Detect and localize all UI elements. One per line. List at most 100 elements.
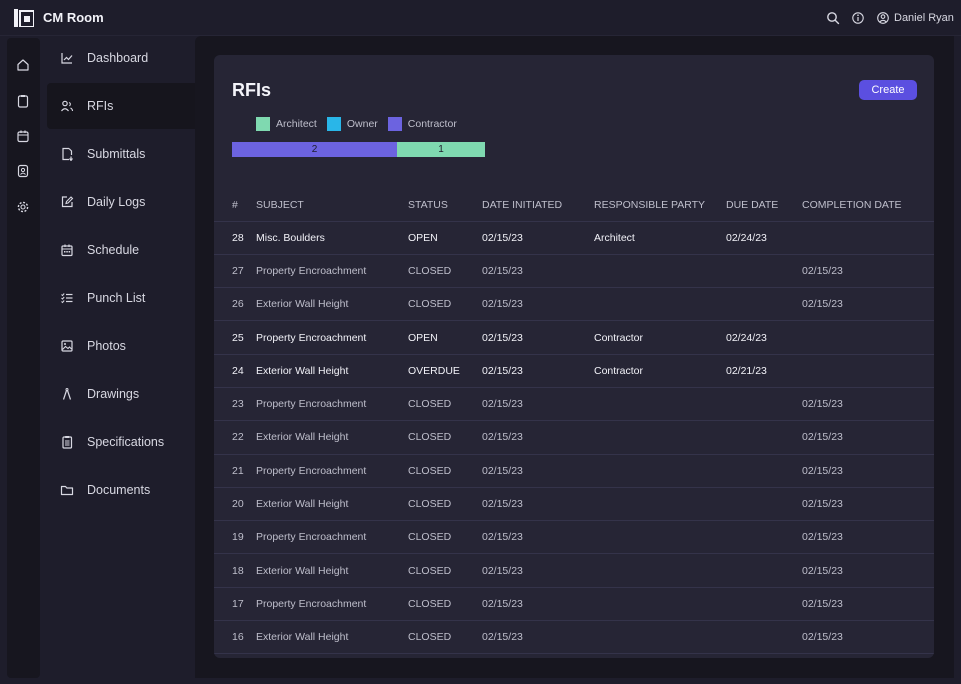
legend: Architect Owner Contractor xyxy=(256,117,467,131)
cell-number: 17 xyxy=(214,587,256,622)
home-icon[interactable] xyxy=(16,58,30,72)
cell-due-date xyxy=(726,287,802,322)
sidebar-item-label: Punch List xyxy=(87,291,146,305)
sidebar-item-submittals[interactable]: Submittals xyxy=(47,131,195,177)
compass-icon xyxy=(62,388,72,400)
cell-status: CLOSED xyxy=(408,387,482,422)
column-header-responsible-party[interactable]: RESPONSIBLE PARTY xyxy=(594,189,726,222)
column-header-subject[interactable]: SUBJECT xyxy=(256,189,408,222)
legend-label: Architect xyxy=(276,118,317,130)
cell-subject: Property Encroachment xyxy=(256,587,408,622)
column-header-status[interactable]: STATUS xyxy=(408,189,482,222)
cell-status: OVERDUE xyxy=(408,354,482,388)
people-icon xyxy=(61,100,74,112)
cell-completion-date: 02/15/23 xyxy=(802,587,934,622)
table-row[interactable]: 27 Property Encroachment CLOSED 02/15/23… xyxy=(214,254,934,289)
cell-date-initiated: 02/15/23 xyxy=(482,520,594,555)
cell-responsible-party xyxy=(594,520,726,555)
table-row[interactable]: 23 Property Encroachment CLOSED 02/15/23… xyxy=(214,387,934,422)
cell-date-initiated: 02/15/23 xyxy=(482,254,594,289)
cell-number: 27 xyxy=(214,254,256,289)
table-row[interactable]: 24 Exterior Wall Height OVERDUE 02/15/23… xyxy=(214,354,934,388)
chart-icon xyxy=(61,53,73,64)
sidebar-item-label: Submittals xyxy=(87,147,146,161)
cell-status: OPEN xyxy=(408,320,482,355)
cell-responsible-party xyxy=(594,620,726,655)
cell-responsible-party: Contractor xyxy=(594,354,726,388)
table-row[interactable]: 28 Misc. Boulders OPEN 02/15/23 Architec… xyxy=(214,221,934,255)
cell-due-date: 02/21/23 xyxy=(726,354,802,388)
cell-responsible-party: Architect xyxy=(594,221,726,255)
column-header-number[interactable]: # xyxy=(214,189,256,222)
legend-swatch xyxy=(326,117,341,131)
column-header-due-date[interactable]: DUE DATE xyxy=(726,189,802,222)
cell-due-date: 02/24/23 xyxy=(726,221,802,255)
sidebar-nav: Dashboard RFIs Submittals Daily Logs xyxy=(47,35,195,515)
sidebar-item-label: Drawings xyxy=(87,387,140,401)
cell-date-initiated: 02/15/23 xyxy=(482,287,594,322)
table-row[interactable]: 16 Exterior Wall Height CLOSED 02/15/23 … xyxy=(214,620,934,655)
contacts-icon[interactable] xyxy=(16,164,30,178)
sidebar-item-label: Dashboard xyxy=(87,51,149,65)
sidebar-item-label: Specifications xyxy=(87,435,165,449)
cell-completion-date xyxy=(802,320,934,355)
cell-completion-date xyxy=(802,354,934,388)
cell-status: CLOSED xyxy=(408,454,482,488)
user-name[interactable]: Daniel Ryan xyxy=(894,12,954,24)
cell-due-date: 02/24/23 xyxy=(726,320,802,355)
sidebar-item-daily-logs[interactable]: Daily Logs xyxy=(47,179,195,225)
cell-number: 21 xyxy=(214,454,256,488)
cell-number: 20 xyxy=(214,487,256,522)
cell-date-initiated: 02/15/23 xyxy=(482,454,594,488)
clipboard-icon xyxy=(62,436,73,449)
sidebar-item-photos[interactable]: Photos xyxy=(47,323,195,369)
cell-number: 28 xyxy=(214,221,256,255)
search-icon[interactable] xyxy=(826,11,840,25)
document-upload-icon xyxy=(62,147,73,161)
create-button[interactable]: Create xyxy=(859,80,917,100)
sidebar-item-dashboard[interactable]: Dashboard xyxy=(47,35,195,81)
legend-item-owner: Owner xyxy=(326,117,378,131)
cell-responsible-party xyxy=(594,254,726,289)
column-header-date-initiated[interactable]: DATE INITIATED xyxy=(482,189,594,222)
cell-date-initiated: 02/15/23 xyxy=(482,620,594,655)
legend-label: Contractor xyxy=(407,118,457,130)
cell-subject: Exterior Wall Height xyxy=(256,487,408,522)
info-icon[interactable] xyxy=(851,11,865,25)
user-circle-icon[interactable] xyxy=(876,11,890,25)
sidebar-item-drawings[interactable]: Drawings xyxy=(47,371,195,417)
sidebar-item-schedule[interactable]: Schedule xyxy=(47,227,195,273)
gear-icon[interactable] xyxy=(16,200,30,214)
calendar-icon[interactable] xyxy=(16,129,30,143)
rfi-card: RFIs Create Architect Owner Contractor 2… xyxy=(214,55,934,658)
cell-status: CLOSED xyxy=(408,553,482,588)
top-bar: CM Room Daniel Ryan xyxy=(0,0,961,36)
table-row[interactable]: 26 Exterior Wall Height CLOSED 02/15/23 … xyxy=(214,287,934,322)
sidebar-item-specifications[interactable]: Specifications xyxy=(47,419,195,465)
icon-rail xyxy=(7,38,40,678)
cell-date-initiated: 02/15/23 xyxy=(482,387,594,422)
cell-due-date xyxy=(726,487,802,522)
cell-due-date xyxy=(726,254,802,289)
rfi-table: # SUBJECT STATUS DATE INITIATED RESPONSI… xyxy=(214,189,934,655)
table-row[interactable]: 22 Exterior Wall Height CLOSED 02/15/23 … xyxy=(214,420,934,455)
cell-responsible-party xyxy=(594,387,726,422)
sidebar-item-punch-list[interactable]: Punch List xyxy=(47,275,195,321)
cell-subject: Property Encroachment xyxy=(256,254,408,289)
table-row[interactable]: 21 Property Encroachment CLOSED 02/15/23… xyxy=(214,454,934,488)
clipboard-icon[interactable] xyxy=(16,94,30,108)
sidebar-item-documents[interactable]: Documents xyxy=(47,467,195,513)
sidebar-item-rfis[interactable]: RFIs xyxy=(47,83,195,129)
cm-room-logo[interactable] xyxy=(14,9,34,27)
column-header-completion-date[interactable]: COMPLETION DATE xyxy=(802,189,934,222)
table-row[interactable]: 18 Exterior Wall Height CLOSED 02/15/23 … xyxy=(214,553,934,588)
table-row[interactable]: 20 Exterior Wall Height CLOSED 02/15/23 … xyxy=(214,487,934,522)
table-row[interactable]: 25 Property Encroachment OPEN 02/15/23 C… xyxy=(214,320,934,355)
cell-responsible-party xyxy=(594,420,726,455)
legend-item-architect: Architect xyxy=(256,117,317,131)
table-row[interactable]: 19 Property Encroachment CLOSED 02/15/23… xyxy=(214,520,934,555)
table-row[interactable]: 17 Property Encroachment CLOSED 02/15/23… xyxy=(214,587,934,622)
cell-number: 22 xyxy=(214,420,256,455)
cell-responsible-party xyxy=(594,287,726,322)
cell-subject: Property Encroachment xyxy=(256,387,408,422)
